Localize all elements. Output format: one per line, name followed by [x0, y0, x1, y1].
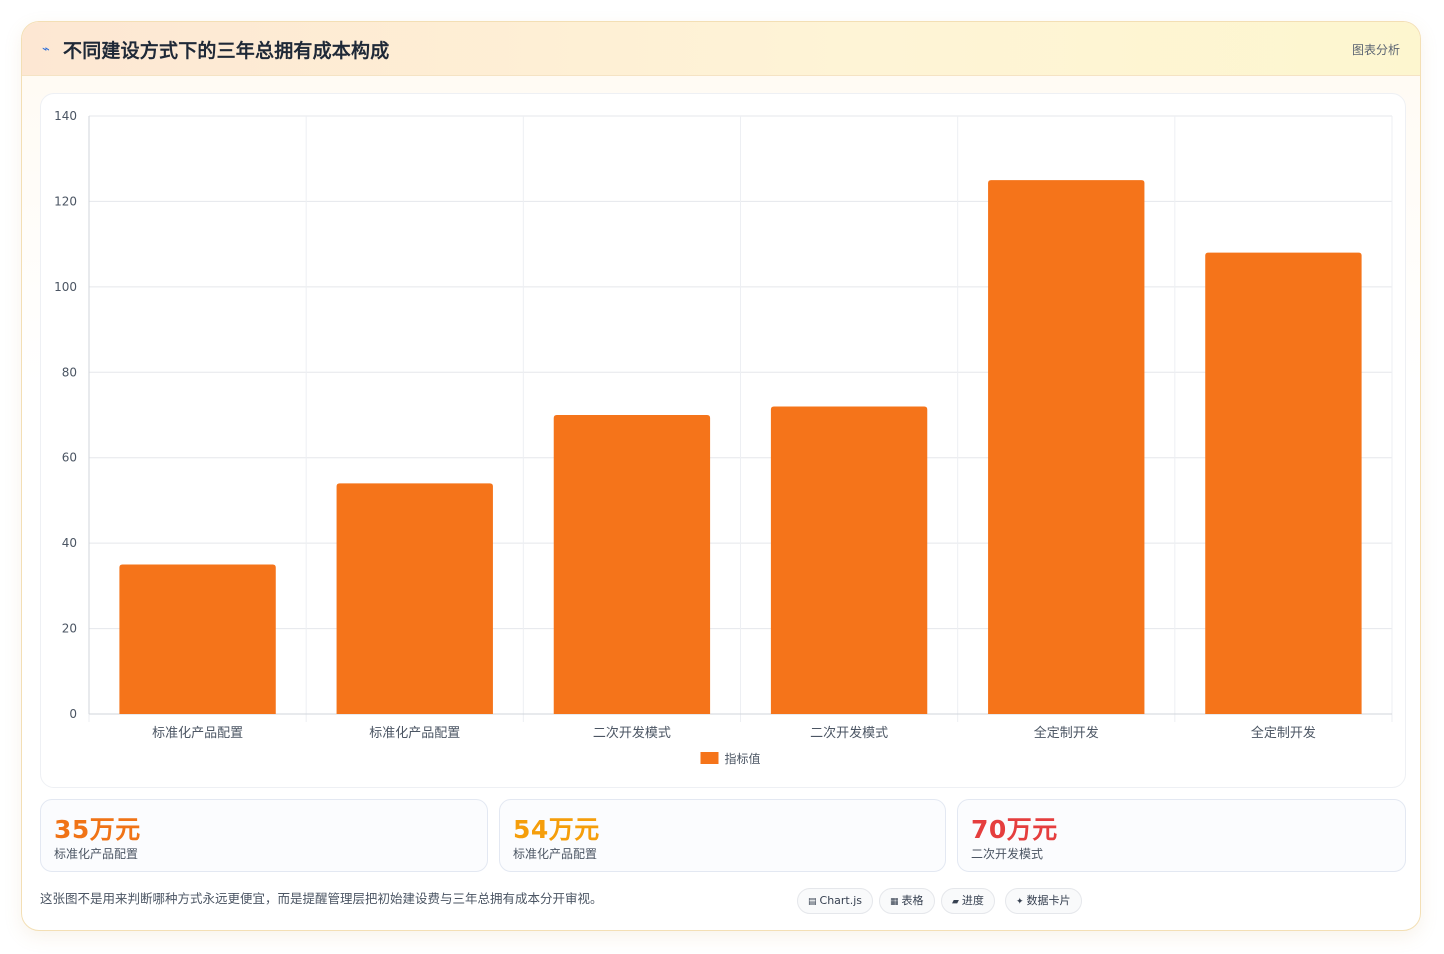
stat-value: 35万元 [54, 815, 141, 844]
card-header: ⌁ 不同建设方式下的三年总拥有成本构成 图表分析 [22, 22, 1420, 76]
bar [988, 180, 1145, 715]
pill-label: 进度 [961, 894, 984, 907]
x-tick-label: 标准化产品配置 [369, 726, 460, 741]
pill-data-card[interactable]: ✦ 数据卡片 [1005, 888, 1082, 914]
x-tick-label: 标准化产品配置 [152, 726, 243, 741]
bar-chart: 0 20 40 60 80 100 120 140 标准化产品配置 标准化产品配置 二次开发模式 二次… [54, 109, 1393, 766]
chart-tag: 图表分析 [1351, 43, 1400, 57]
progress-icon: ▰ [952, 897, 959, 907]
y-tick-label: 100 [54, 280, 77, 294]
stat-card-1: 35万元 标准化产品配置 [40, 799, 488, 872]
legend-swatch [700, 752, 719, 764]
x-tick-label: 二次开发模式 [810, 725, 888, 741]
stat-card-2: 54万元 标准化产品配置 [499, 799, 946, 872]
y-tick-label: 40 [62, 536, 77, 550]
stat-value: 70万元 [971, 815, 1058, 844]
pill-progress[interactable]: ▰ 进度 [941, 888, 995, 914]
x-tick-label: 全定制开发 [1034, 725, 1099, 741]
footer-note: 这张图不是用来判断哪种方式永远更便宜，而是提醒管理层把初始建设费与三年总拥有成本… [40, 891, 603, 906]
bar [119, 564, 276, 714]
bar [770, 406, 928, 714]
legend-label: 指标值 [725, 751, 761, 766]
bar [553, 415, 711, 714]
bar [1205, 252, 1362, 714]
y-tick-label: 0 [69, 707, 77, 721]
x-tick-label: 全定制开发 [1251, 725, 1316, 741]
bar [336, 483, 493, 714]
table-icon: ▦ [890, 897, 899, 907]
stat-card-3: 70万元 二次开发模式 [957, 799, 1406, 872]
y-tick-label: 120 [54, 194, 77, 208]
chart-card: ⌁ 不同建设方式下的三年总拥有成本构成 图表分析 0 20 40 60 80 100 120… [21, 21, 1421, 931]
y-tick-label: 80 [62, 365, 77, 379]
stat-label: 标准化产品配置 [513, 847, 598, 861]
sparkle-icon: ✦ [1016, 897, 1024, 907]
chart-panel: 0 20 40 60 80 100 120 140 标准化产品配置 标准化产品配置 二次开发模式 二次… [40, 93, 1406, 788]
pill-label: Chart.js [819, 894, 863, 907]
pill-label: 表格 [901, 894, 924, 907]
pill-chartjs[interactable]: ▤ Chart.js [797, 888, 874, 914]
stat-label: 二次开发模式 [971, 847, 1044, 861]
y-tick-label: 60 [62, 451, 77, 465]
pill-label: 数据卡片 [1026, 894, 1071, 907]
chart-icon: ▤ [808, 897, 817, 907]
y-tick-label: 140 [54, 109, 77, 123]
stat-label: 标准化产品配置 [54, 847, 139, 861]
pill-table[interactable]: ▦ 表格 [879, 888, 935, 914]
chart-line-icon: ⌁ [42, 42, 50, 57]
y-tick-label: 20 [62, 622, 77, 636]
chart-title: 不同建设方式下的三年总拥有成本构成 [63, 40, 390, 62]
x-tick-label: 二次开发模式 [593, 725, 671, 741]
stat-value: 54万元 [513, 815, 600, 844]
